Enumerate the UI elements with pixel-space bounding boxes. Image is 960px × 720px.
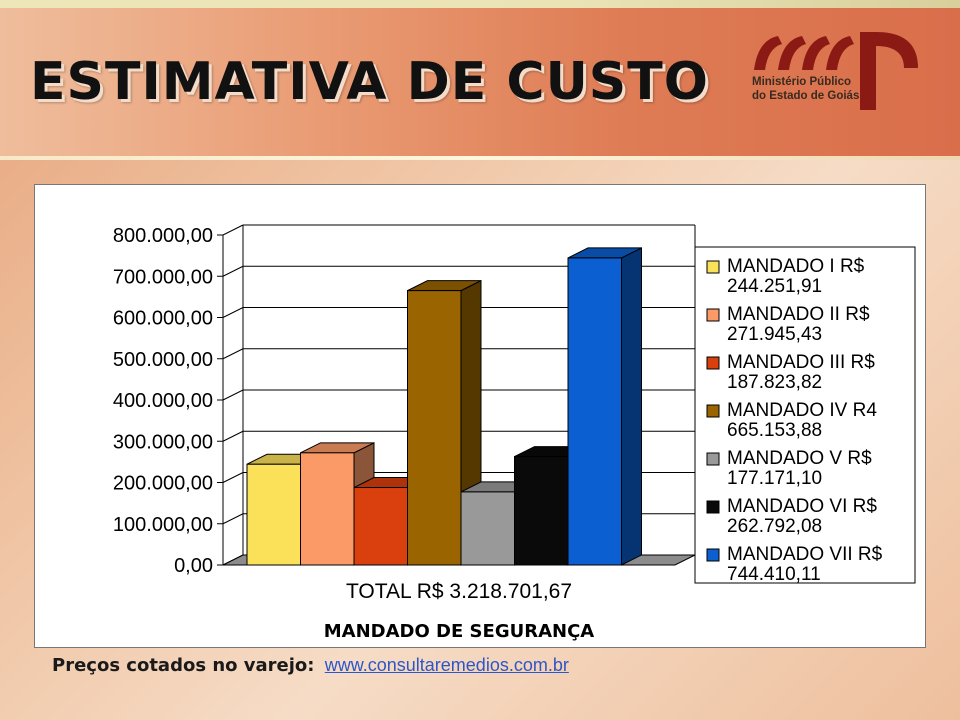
bar [300, 452, 355, 566]
source-link[interactable]: www.consultaremedios.com.br [324, 655, 569, 675]
legend-swatch [706, 308, 720, 322]
legend-label-line1: MANDADO V R$ [727, 448, 872, 469]
legend-swatch [706, 548, 720, 562]
gridline-side [222, 513, 244, 525]
legend-label-line1: MANDADO VI R$ [727, 496, 877, 517]
logo-text-line1: Ministério Público [752, 76, 852, 88]
bar [407, 290, 462, 566]
legend-swatch [706, 356, 720, 370]
gridline-side [222, 430, 244, 442]
bar [567, 257, 622, 566]
bar [353, 487, 408, 566]
y-tick-label: 500.000,00 [113, 349, 213, 371]
legend-swatch [706, 260, 720, 274]
legend-box [694, 246, 916, 584]
y-tick-label: 200.000,00 [113, 473, 213, 495]
legend-swatch [706, 500, 720, 514]
logo-text: Ministério Público do Estado de Goiás [752, 75, 862, 103]
gridline-side [222, 224, 244, 236]
y-tick-label: 400.000,00 [113, 390, 213, 412]
y-tick-label: 100.000,00 [113, 514, 213, 536]
legend-label-line1: MANDADO II R$ [727, 304, 870, 325]
top-strip [0, 0, 960, 8]
header-separator [0, 156, 960, 160]
legend-label-line2: 177.171,10 [727, 468, 822, 489]
bar-side [621, 247, 642, 566]
header-band [0, 8, 960, 158]
legend-swatch [706, 452, 720, 466]
legend-label-line1: MANDADO I R$ [727, 256, 865, 277]
y-tick-label: 800.000,00 [113, 225, 213, 247]
ministerio-publico-logo-icon [754, 32, 918, 110]
y-tick-label: 700.000,00 [113, 266, 213, 288]
gridline-side [222, 265, 244, 277]
gridline-side [222, 348, 244, 360]
page-title: ESTIMATIVA DE CUSTO [30, 52, 709, 112]
chart-frame: 0,00 100.000,00 200.000,00 300.000,00 400.00… [34, 184, 926, 648]
legend-label-line2: 665.153,88 [727, 420, 822, 441]
bar [514, 456, 569, 566]
source-label: Preços cotados no varejo: [52, 655, 315, 676]
x-category-label: TOTAL R$ 3.218.701,67 [346, 580, 572, 603]
legend-label-line2: 271.945,43 [727, 324, 822, 345]
y-tick-label: 600.000,00 [113, 308, 213, 330]
legend-label-line2: 744.410,11 [727, 564, 821, 585]
source-line: Preços cotados no varejo: www.consultare… [52, 655, 569, 676]
legend-label-line1: MANDADO VII R$ [727, 544, 883, 565]
logo-text-line2: do Estado de Goiás [752, 90, 860, 102]
y-tick-label: 0,00 [174, 555, 213, 577]
legend-label-line2: 244.251,91 [727, 276, 822, 297]
legend-label-line2: 187.823,82 [727, 372, 822, 393]
legend-swatch [706, 404, 720, 418]
legend-label-line2: 262.792,08 [727, 516, 822, 537]
bar [246, 463, 301, 566]
gridline-side [222, 389, 244, 401]
y-tick-label: 300.000,00 [113, 431, 213, 453]
legend-label-line1: MANDADO III R$ [727, 352, 875, 373]
bar [460, 491, 515, 566]
legend-label-line1: MANDADO IV R4 [727, 400, 877, 421]
gridline-side [222, 307, 244, 318]
chart-subtitle: MANDADO DE SEGURANÇA [324, 621, 595, 642]
bar-chart: 0,00 100.000,00 200.000,00 300.000,00 400.00… [113, 224, 916, 642]
gridline-side [222, 472, 244, 483]
